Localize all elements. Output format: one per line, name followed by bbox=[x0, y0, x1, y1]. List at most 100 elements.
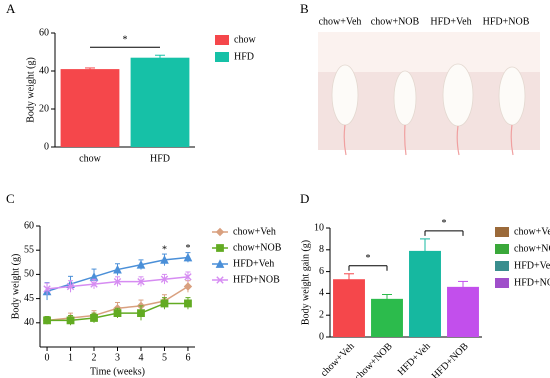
y-axis-label: Body weight (g) bbox=[25, 57, 36, 123]
legend-swatch bbox=[495, 261, 509, 271]
legend-label: chow+Veh bbox=[514, 226, 550, 237]
x-tick-label: 1 bbox=[68, 352, 73, 363]
y-tick-label: 20 bbox=[39, 103, 49, 114]
photo-label: HFD+NOB bbox=[483, 16, 530, 27]
significance-mark: * bbox=[442, 218, 447, 229]
legend-marker bbox=[216, 276, 224, 284]
panel-label: A bbox=[6, 1, 16, 16]
marker bbox=[183, 252, 193, 262]
panel-label: D bbox=[300, 191, 309, 206]
marker bbox=[137, 309, 145, 318]
mouse bbox=[498, 66, 526, 126]
legend-label: HFD bbox=[234, 51, 254, 62]
bar bbox=[60, 69, 120, 147]
panel-label: C bbox=[6, 191, 15, 206]
photo-label: chow+NOB bbox=[371, 16, 420, 27]
x-tick-label: 6 bbox=[185, 352, 190, 363]
y-tick-label: 6 bbox=[319, 266, 324, 277]
legend-label: HFD+Veh bbox=[514, 260, 550, 271]
marker bbox=[43, 285, 51, 293]
y-axis-label: Body weight (g) bbox=[10, 254, 21, 320]
x-tick-label: HFD+NOB bbox=[430, 341, 471, 378]
tail bbox=[456, 125, 460, 156]
legend-label: HFD+NOB bbox=[514, 277, 550, 288]
legend-swatch bbox=[215, 52, 229, 62]
significance-mark: * bbox=[185, 243, 190, 254]
legend-label: HFD+Veh bbox=[233, 258, 274, 269]
legend-swatch bbox=[495, 244, 509, 254]
legend-label: chow bbox=[234, 34, 256, 45]
tail bbox=[404, 124, 407, 156]
marker bbox=[136, 259, 146, 269]
tail bbox=[510, 124, 514, 156]
mouse bbox=[393, 70, 417, 126]
y-axis-label: Body weight gain (g) bbox=[300, 240, 311, 325]
bar bbox=[447, 286, 479, 337]
marker bbox=[90, 280, 98, 288]
marker bbox=[90, 314, 98, 322]
mouse bbox=[442, 63, 474, 127]
legend-label: chow+NOB bbox=[514, 243, 550, 254]
tail bbox=[343, 124, 347, 156]
y-tick-label: 4 bbox=[319, 288, 324, 299]
mouse bbox=[331, 64, 359, 126]
marker bbox=[160, 255, 169, 264]
y-tick-label: 0 bbox=[319, 331, 324, 342]
photo-label: HFD+Veh bbox=[430, 16, 471, 27]
y-tick-label: 40 bbox=[24, 317, 34, 328]
y-tick-label: 45 bbox=[24, 293, 34, 304]
marker bbox=[43, 316, 51, 325]
y-tick-label: 0 bbox=[44, 141, 49, 152]
marker bbox=[66, 316, 75, 325]
y-tick-label: 60 bbox=[39, 27, 49, 38]
marker bbox=[184, 299, 192, 308]
legend-swatch bbox=[495, 227, 509, 237]
marker bbox=[113, 264, 122, 274]
x-tick-label: chow+Veh bbox=[319, 341, 357, 378]
photo-label: chow+Veh bbox=[319, 16, 362, 27]
marker bbox=[137, 277, 145, 286]
panel-label: B bbox=[300, 1, 309, 16]
legend-swatch bbox=[215, 35, 229, 45]
photo bbox=[318, 32, 540, 156]
y-tick-label: 8 bbox=[319, 244, 324, 255]
y-tick-label: 60 bbox=[24, 220, 34, 231]
bar bbox=[371, 298, 403, 337]
marker bbox=[183, 282, 193, 291]
legend-marker bbox=[215, 227, 225, 237]
y-tick-label: 2 bbox=[319, 309, 324, 320]
marker bbox=[184, 273, 192, 281]
x-tick-label: 2 bbox=[92, 352, 97, 363]
marker bbox=[113, 277, 122, 286]
x-tick-label: 3 bbox=[115, 352, 120, 363]
x-tick-label: HFD bbox=[150, 153, 170, 164]
x-axis-label: Time (weeks) bbox=[90, 366, 145, 377]
x-tick-label: 0 bbox=[45, 352, 50, 363]
y-tick-label: 55 bbox=[24, 244, 34, 255]
y-tick-label: 10 bbox=[314, 222, 324, 233]
bar bbox=[130, 57, 190, 148]
y-tick-label: 50 bbox=[24, 269, 34, 280]
legend-label: chow+Veh bbox=[233, 226, 276, 237]
legend-marker bbox=[216, 244, 224, 252]
legend-label: chow+NOB bbox=[233, 242, 282, 253]
x-tick-label: HFD+Veh bbox=[396, 341, 433, 378]
x-tick-label: chow+NOB bbox=[353, 341, 395, 378]
legend-label: HFD+NOB bbox=[233, 274, 280, 285]
photo-background bbox=[318, 32, 540, 72]
significance-mark: * bbox=[123, 35, 128, 46]
x-tick-label: 5 bbox=[162, 352, 167, 363]
x-tick-label: 4 bbox=[138, 352, 143, 363]
significance-mark: * bbox=[366, 253, 371, 264]
y-tick-label: 40 bbox=[39, 65, 49, 76]
legend-swatch bbox=[495, 278, 509, 288]
bar bbox=[333, 279, 365, 337]
significance-mark: * bbox=[162, 244, 167, 255]
x-tick-label: chow bbox=[79, 153, 101, 164]
marker bbox=[113, 309, 122, 318]
marker bbox=[160, 299, 169, 308]
bar bbox=[409, 250, 441, 337]
legend-marker bbox=[215, 259, 225, 268]
marker bbox=[160, 275, 169, 283]
